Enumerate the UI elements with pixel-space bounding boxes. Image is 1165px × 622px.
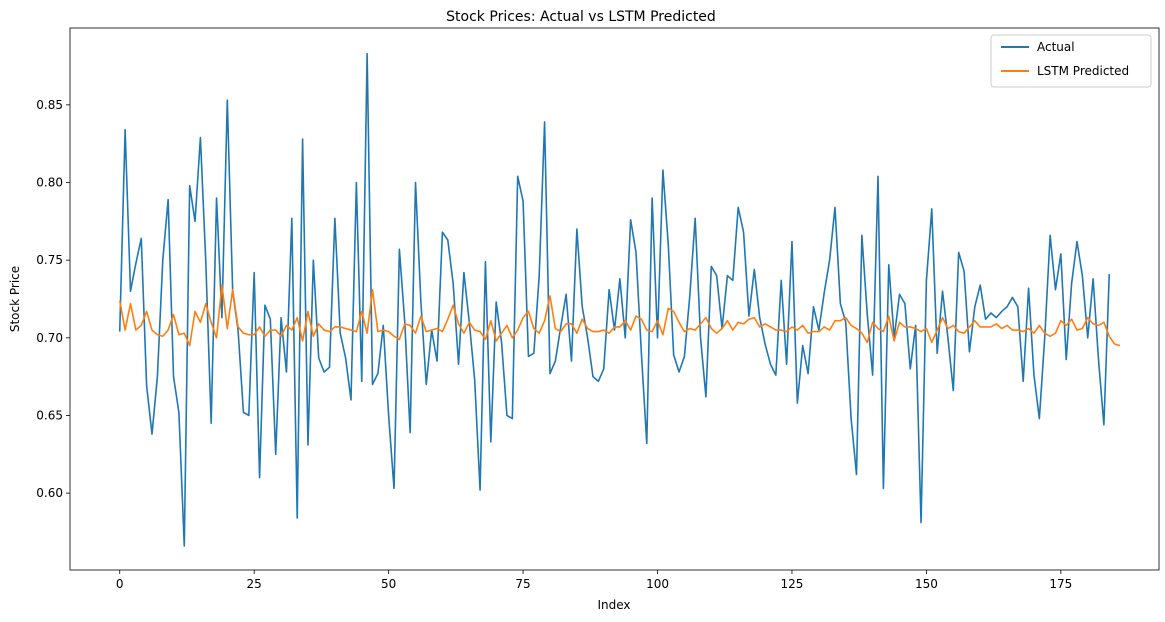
legend: Actual LSTM Predicted	[990, 34, 1152, 88]
x-tick-label: 125	[781, 577, 804, 591]
x-tick-label: 50	[381, 577, 396, 591]
x-tick-label: 0	[116, 577, 124, 591]
y-tick-label: 0.70	[36, 331, 63, 345]
series-line-lstm-predicted	[118, 284, 1121, 347]
y-tick-label: 0.85	[36, 98, 63, 112]
x-axis: 0 25 50 75 100 125 150 175	[116, 570, 1072, 591]
x-axis-label: Index	[597, 598, 630, 612]
y-tick-label: 0.60	[36, 486, 63, 500]
plot-area	[69, 27, 1160, 571]
x-tick-label: 100	[646, 577, 669, 591]
y-axis-label: Stock Price	[8, 266, 22, 332]
legend-label-actual: Actual	[1037, 40, 1075, 54]
y-tick-label: 0.65	[36, 408, 63, 422]
y-tick-label: 0.75	[36, 253, 63, 267]
x-tick-label: 150	[915, 577, 938, 591]
legend-label-lstm-predicted: LSTM Predicted	[1037, 64, 1129, 78]
y-axis: 0.60 0.65 0.70 0.75 0.80 0.85	[36, 98, 70, 500]
x-tick-label: 75	[515, 577, 530, 591]
x-tick-label: 25	[247, 577, 262, 591]
y-tick-label: 0.80	[36, 176, 63, 190]
plot-frame	[69, 27, 1160, 571]
series-layer	[118, 52, 1121, 547]
x-tick-label: 175	[1049, 577, 1072, 591]
series-line-actual	[118, 52, 1111, 547]
chart-title: Stock Prices: Actual vs LSTM Predicted	[446, 9, 716, 25]
legend-box	[990, 34, 1152, 88]
